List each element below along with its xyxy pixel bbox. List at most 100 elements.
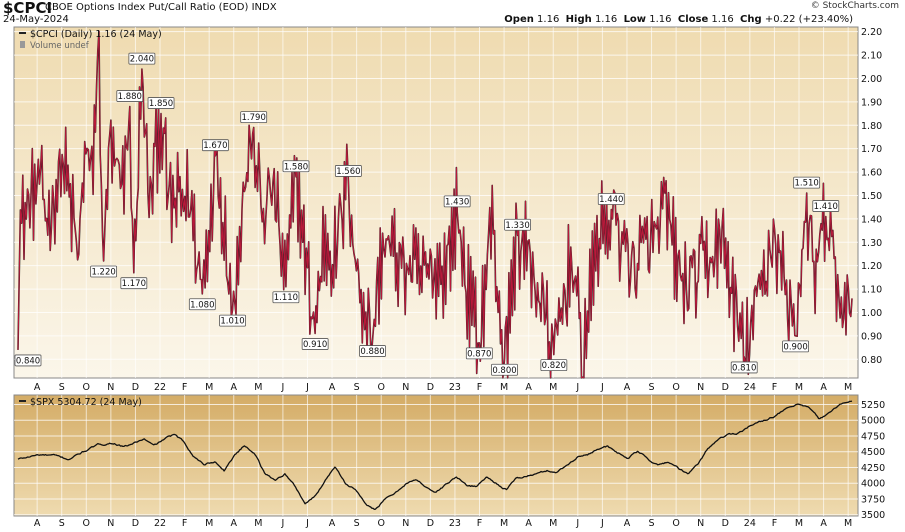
- y-tick-label: 2.10: [861, 51, 882, 62]
- x-tick-label: F: [772, 518, 777, 529]
- x-tick-label: S: [649, 382, 655, 393]
- chart-header: $CPCI CBOE Options Index Put/Call Ratio …: [0, 0, 905, 28]
- x-tick-label: F: [182, 382, 187, 393]
- callout-box: [540, 359, 568, 372]
- change-label: Chg: [740, 14, 762, 25]
- callout-label: 2.040: [130, 55, 154, 65]
- x-tick-label: J: [575, 382, 579, 393]
- callout-box: [14, 354, 42, 367]
- symbol-description: CBOE Options Index Put/Call Ratio (EOD) …: [45, 2, 277, 13]
- callout-label: 0.910: [303, 340, 327, 350]
- cpci-panel: 0.80 0.90 1.00 1.10 1.20 1.30 1.40 1.50 1.60 1.70…: [13, 26, 882, 393]
- volume-legend-label: Volume undef: [30, 41, 90, 51]
- data-callout: 1.670: [202, 139, 229, 152]
- x-tick-label: D: [722, 382, 729, 393]
- data-callout: 1.850: [147, 97, 175, 109]
- y-tick-label: 1.80: [861, 121, 882, 132]
- open-label: Open: [504, 14, 534, 25]
- callout-box: [202, 139, 229, 152]
- spx-panel: 3500 3750 4000 4250 4500 4750 5000 5250 A S O N D 22 F…: [13, 394, 885, 529]
- y-tick-label: 2.20: [861, 27, 882, 38]
- callout-label: 0.900: [783, 342, 807, 352]
- x-tick-label: A: [230, 382, 237, 393]
- x-tick-label: 24: [744, 518, 756, 529]
- y-tick-label: 1.70: [861, 144, 882, 155]
- x-tick-label: 22: [154, 518, 166, 529]
- callout-label: 1.580: [284, 162, 308, 172]
- callout-box: [812, 200, 840, 212]
- x-tick-label: J: [280, 382, 284, 393]
- panel-background: [13, 394, 859, 517]
- x-tick-label: 22: [154, 382, 166, 393]
- data-callout: 1.110: [272, 291, 300, 304]
- volume-legend-swatch: [20, 41, 25, 48]
- callout-box: [282, 160, 310, 173]
- callout-label: 1.670: [203, 141, 227, 151]
- callout-box: [128, 52, 156, 65]
- callout-box: [465, 347, 493, 360]
- callout-label: 1.410: [814, 202, 838, 212]
- legend-swatch: [19, 400, 26, 402]
- x-tick-label: 24: [744, 382, 756, 393]
- y-tick-label: 4250: [861, 463, 885, 474]
- x-tick-label: D: [132, 382, 139, 393]
- x-tick-label: M: [254, 518, 262, 529]
- open-value: 1.16: [537, 14, 560, 25]
- ohlc-readout: Open 1.16 High 1.16 Low 1.16 Close 1.16 …: [504, 14, 853, 25]
- callout-box: [782, 340, 809, 353]
- y-tick-label: 4750: [861, 431, 885, 442]
- x-tick-label: D: [427, 518, 434, 529]
- x-tick-label: M: [844, 518, 852, 529]
- x-tick-label: 23: [449, 382, 461, 393]
- y-tick-label: 2.00: [861, 74, 882, 85]
- callout-box: [219, 314, 246, 327]
- x-tick-label: M: [500, 518, 508, 529]
- callout-box: [334, 165, 362, 177]
- callout-label: 1.850: [149, 99, 173, 109]
- high-label: High: [565, 14, 592, 25]
- x-tick-label: S: [649, 518, 655, 529]
- change-value: +0.22 (+23.40%): [764, 14, 853, 25]
- callout-box: [491, 363, 518, 376]
- callout-label: 0.820: [542, 361, 566, 371]
- callout-box: [147, 97, 175, 109]
- callout-box: [188, 298, 216, 311]
- x-tick-label: O: [83, 518, 90, 529]
- as-of-date: 24-May-2024: [3, 14, 69, 25]
- data-callout: 0.870: [465, 347, 493, 360]
- panel-background: [13, 26, 859, 379]
- callout-box: [272, 291, 300, 304]
- x-tick-label: F: [477, 518, 482, 529]
- x-tick-label: N: [402, 382, 409, 393]
- data-callout: 0.820: [540, 359, 568, 372]
- data-callout: 2.040: [128, 52, 156, 65]
- callout-box: [504, 218, 531, 231]
- x-tick-label: A: [820, 382, 827, 393]
- data-callout: 1.220: [90, 265, 118, 278]
- callout-box: [90, 265, 118, 278]
- x-tick-label: F: [477, 382, 482, 393]
- x-tick-label: A: [624, 518, 631, 529]
- data-callout: 0.810: [730, 361, 758, 373]
- x-tick-label: O: [377, 518, 384, 529]
- x-tick-label: S: [59, 518, 65, 529]
- low-label: Low: [623, 14, 647, 25]
- x-tick-label: N: [107, 518, 114, 529]
- x-tick-label: M: [795, 382, 803, 393]
- x-tick-label: N: [697, 382, 704, 393]
- y-tick-label: 0.80: [861, 355, 882, 366]
- symbol-name: CBOE Options Index Put/Call Ratio (EOD): [45, 2, 249, 13]
- y-tick-label: 1.50: [861, 191, 882, 202]
- callout-label: 0.880: [360, 347, 384, 357]
- x-tick-label: J: [600, 518, 604, 529]
- close-label: Close: [677, 14, 709, 25]
- copyright-link[interactable]: © StockCharts.com: [810, 1, 899, 11]
- callout-label: 1.110: [274, 293, 298, 303]
- data-callout: 0.800: [491, 363, 518, 376]
- data-callout: 1.510: [793, 176, 821, 189]
- callout-box: [301, 338, 329, 350]
- x-tick-label: D: [132, 518, 139, 529]
- legend-label: $SPX 5304.72 (24 May): [30, 397, 142, 408]
- x-tick-label: J: [305, 382, 309, 393]
